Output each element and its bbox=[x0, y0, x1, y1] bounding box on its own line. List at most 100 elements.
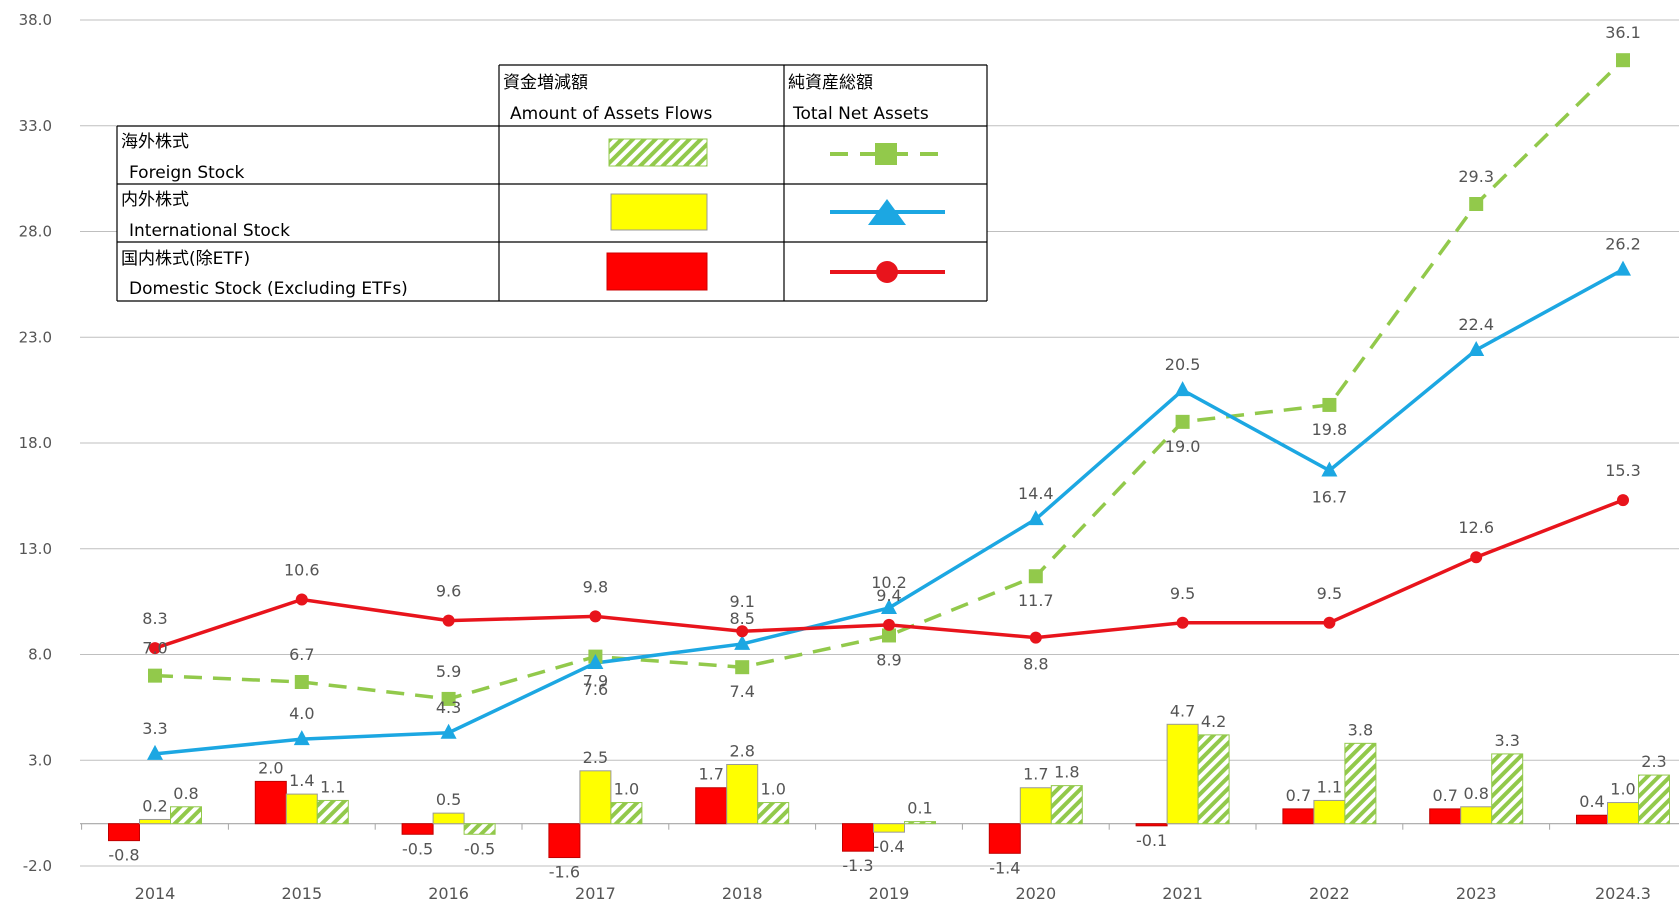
marker-domestic bbox=[295, 593, 308, 606]
line-label-international: 8.5 bbox=[729, 609, 754, 628]
line-label-international: 22.4 bbox=[1458, 315, 1494, 334]
bar-label-foreign: 3.8 bbox=[1348, 720, 1373, 739]
bar-domestic bbox=[1576, 814, 1608, 825]
marker-domestic bbox=[442, 614, 455, 627]
x-tick-label: 2014 bbox=[135, 884, 176, 903]
bar-label-international: -0.4 bbox=[873, 837, 904, 856]
bar-label-international: 0.2 bbox=[142, 796, 167, 815]
bar-foreign bbox=[610, 802, 643, 825]
legend-international-en: International Stock bbox=[129, 221, 290, 241]
line-label-foreign: 19.8 bbox=[1312, 420, 1348, 439]
y-tick-label: 8.0 bbox=[28, 646, 52, 664]
bar-foreign bbox=[316, 799, 349, 825]
marker-foreign bbox=[1322, 397, 1337, 412]
bar-label-domestic: -0.8 bbox=[108, 846, 139, 865]
marker-international bbox=[881, 598, 897, 614]
bar-foreign bbox=[1344, 742, 1377, 825]
bar-foreign bbox=[1638, 774, 1670, 825]
line-label-international: 20.5 bbox=[1165, 355, 1201, 374]
bar-domestic bbox=[548, 823, 581, 859]
legend-foreign-marker bbox=[875, 143, 897, 165]
marker-international bbox=[1615, 260, 1631, 276]
y-tick-label: 28.0 bbox=[19, 223, 52, 241]
bar-label-international: 1.7 bbox=[1023, 765, 1048, 784]
marker-domestic bbox=[736, 625, 749, 638]
marker-domestic bbox=[883, 618, 895, 631]
bar-label-domestic: -1.6 bbox=[549, 863, 580, 882]
marker-domestic bbox=[1323, 616, 1336, 629]
line-label-international: 7.6 bbox=[583, 680, 608, 699]
marker-foreign bbox=[882, 628, 896, 643]
bar-label-foreign: 3.3 bbox=[1494, 731, 1519, 750]
legend-domestic-en: Domestic Stock (Excluding ETFs) bbox=[129, 279, 408, 299]
marker-international bbox=[1027, 510, 1044, 526]
bar-international bbox=[1607, 802, 1639, 825]
x-axis: 2014 2015 2016 2017 2018 2019 2020 2021 2022 2023… bbox=[135, 884, 1651, 903]
data-labels: -0.8 2.0 -0.5 -1.6 1.7 -1.3 -1.4 -0.1 0.7 0.7 0.4 0… bbox=[108, 23, 1666, 881]
bar-domestic bbox=[1282, 808, 1315, 825]
bar-label-international: 0.5 bbox=[436, 790, 461, 809]
y-tick-label: -2.0 bbox=[23, 857, 52, 875]
marker-international bbox=[147, 744, 163, 760]
y-tick-label: 33.0 bbox=[19, 117, 52, 135]
y-tick-label: 38.0 bbox=[19, 11, 52, 29]
bar-label-international: 0.8 bbox=[1463, 784, 1488, 803]
bar-label-international: 1.1 bbox=[1317, 777, 1342, 796]
line-label-foreign: 7.0 bbox=[142, 639, 167, 658]
line-international bbox=[154, 268, 1624, 756]
bar-label-international: 1.4 bbox=[289, 771, 314, 790]
bar-domestic bbox=[1429, 808, 1462, 825]
bar-international bbox=[579, 770, 612, 825]
legend-international-ja: 内外株式 bbox=[121, 190, 189, 210]
marker-foreign bbox=[148, 668, 162, 683]
marker-foreign bbox=[1175, 414, 1190, 429]
bar-label-domestic: -0.5 bbox=[402, 839, 433, 858]
marker-foreign bbox=[1028, 569, 1043, 584]
bar-international bbox=[1313, 799, 1346, 825]
line-label-foreign: 7.4 bbox=[729, 682, 754, 701]
marker-international bbox=[587, 653, 604, 669]
legend-foreign-en: Foreign Stock bbox=[129, 163, 245, 183]
bar-label-foreign: 2.3 bbox=[1641, 752, 1666, 771]
x-tick-label: 2023 bbox=[1456, 884, 1497, 903]
marker-foreign bbox=[1616, 53, 1630, 68]
bar-international bbox=[726, 763, 759, 825]
line-foreign bbox=[154, 58, 1625, 701]
bar-international bbox=[139, 818, 171, 825]
legend-foreign-ja: 海外株式 bbox=[121, 132, 189, 152]
line-label-international: 16.7 bbox=[1312, 487, 1348, 506]
marker-international bbox=[293, 730, 310, 746]
bar-label-foreign: 0.1 bbox=[907, 799, 932, 818]
bar-international bbox=[285, 793, 318, 825]
bar-foreign bbox=[1197, 734, 1230, 825]
marker-domestic bbox=[589, 610, 602, 623]
x-tick-label: 2015 bbox=[281, 884, 322, 903]
bar-foreign bbox=[1491, 753, 1524, 825]
bar-label-domestic: 1.7 bbox=[698, 765, 723, 784]
legend-assets-header-en: Total Net Assets bbox=[792, 104, 929, 124]
legend-international-bar-swatch bbox=[610, 193, 708, 231]
line-label-domestic: 9.6 bbox=[436, 582, 461, 601]
bars bbox=[108, 723, 1670, 859]
bar-label-foreign: 0.8 bbox=[173, 784, 198, 803]
bar-label-domestic: -0.1 bbox=[1136, 831, 1167, 850]
y-tick-label: 13.0 bbox=[19, 540, 52, 558]
line-label-foreign: 7.9 bbox=[583, 672, 608, 691]
line-label-domestic: 9.4 bbox=[876, 586, 901, 605]
bar-label-international: 1.0 bbox=[1610, 780, 1635, 799]
bar-domestic bbox=[108, 823, 140, 842]
bar-label-foreign: 4.2 bbox=[1201, 712, 1226, 731]
bar-international bbox=[432, 812, 465, 825]
line-label-foreign: 11.7 bbox=[1018, 591, 1054, 610]
bar-foreign bbox=[757, 802, 790, 825]
line-label-foreign: 19.0 bbox=[1165, 437, 1201, 456]
bar-domestic bbox=[401, 823, 434, 835]
legend-domestic-marker bbox=[876, 261, 898, 283]
line-label-foreign: 29.3 bbox=[1458, 167, 1494, 186]
marker-international bbox=[734, 634, 751, 650]
bar-domestic bbox=[695, 787, 728, 825]
line-label-foreign: 5.9 bbox=[436, 662, 461, 681]
line-label-foreign: 36.1 bbox=[1605, 23, 1641, 42]
x-tick-label: 2018 bbox=[722, 884, 763, 903]
